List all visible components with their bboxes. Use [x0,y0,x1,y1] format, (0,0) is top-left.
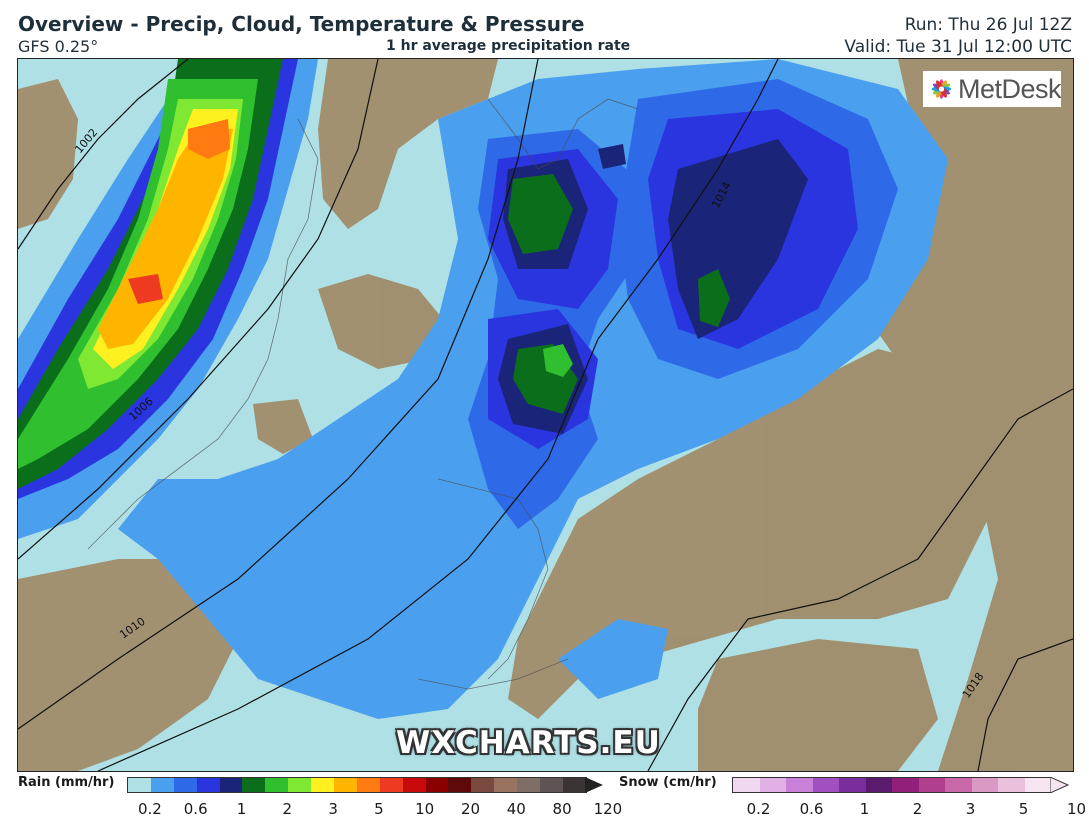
run-time: Run: Thu 26 Jul 12Z [904,15,1072,35]
colorbar-swatch [494,778,518,792]
colorbar-swatch [733,778,760,792]
colorbar-tick-label: 0.2 [137,800,162,818]
colorbar-swatch [150,778,174,792]
colorbar-tick-label: 2 [912,800,923,818]
coastline-scotland [487,98,639,170]
colorbar-swatch [448,778,472,792]
chart-title: Overview - Precip, Cloud, Temperature & … [18,12,585,36]
rain-band-south [558,619,668,699]
coastline-cornwall [417,658,569,690]
colorbar-swatch [288,778,312,792]
colorbar-swatch [865,778,892,792]
frontal-band [18,59,318,529]
colorbar-tick-label: 2 [282,800,293,818]
colorbar-tick-label: 0.6 [799,800,824,818]
colorbar-tick-label: 40 [506,800,526,818]
coastline-wales [437,478,549,680]
rain-colorbar-arrow-icon [585,777,603,793]
colorbar-swatch [173,778,197,792]
precipitation-map: 1002 1006 1010 1014 1018 MetDesk WXCHART… [17,58,1074,772]
colorbar-swatch [334,778,357,792]
colorbar-swatch [471,778,495,792]
map-canvas: 1002 1006 1010 1014 1018 [18,59,1073,771]
colorbar-swatch [839,778,866,792]
colorbar-tick-label: 120 [593,800,623,818]
colorbar-swatch [759,778,786,792]
coastline-ireland [87,118,319,550]
colorbar-swatch [786,778,813,792]
band-dark-orange [188,119,230,159]
rain-green-east [698,269,730,327]
colorbar-swatch [128,778,151,792]
colorbar-swatch [812,778,839,792]
rain-lightgreen-lower [543,344,573,377]
land-northwest [18,79,78,229]
colorbar-swatch [1024,778,1051,792]
colorbar-tick-label: 5 [1018,800,1029,818]
colorbar-swatch [311,778,335,792]
colorbar-swatch [196,778,220,792]
colorbar-tick-label: 3 [328,800,338,818]
colorbar-tick-label: 80 [552,800,572,818]
wxcharts-watermark: WXCHARTS.EU [396,725,661,761]
colorbar-tick-label: 1 [859,800,870,818]
snow-legend-label: Snow (cm/hr) [619,775,717,790]
isobar-1002-line [18,59,189,250]
colorbar-tick-label: 20 [460,800,481,818]
snow-colorbar [732,777,1052,793]
colorbar-swatch [219,778,243,792]
colorbar-swatch [918,778,945,792]
metdesk-logo-text: MetDesk [957,73,1062,104]
colorbar-swatch [402,778,426,792]
colorbar-tick-label: 0.2 [746,800,771,818]
rain-colorbar [127,777,587,793]
colorbar-tick-label: 0.6 [183,800,208,818]
rain-legend-label: Rain (mm/hr) [18,775,115,790]
land-ireland-1 [318,274,443,369]
model-label: GFS 0.25° [18,37,99,56]
chart-subtitle: 1 hr average precipitation rate [386,38,631,54]
isobars [18,59,1073,771]
land-north-scotland [318,59,498,229]
valid-time: Valid: Tue 31 Jul 12:00 UTC [844,37,1072,57]
colorbar-swatch [379,778,403,792]
colorbar-swatch [356,778,380,792]
snow-colorbar-arrow-icon [1050,777,1070,793]
colorbar-swatch [945,778,972,792]
isobar-1018b-line [977,638,1073,771]
colorbar-tick-label: 3 [965,800,976,818]
colorbar-swatch [892,778,919,792]
colorbar-swatch [517,778,541,792]
band-orange [98,129,233,349]
isobar-1014-line [97,59,779,771]
isobar-1018-line [647,388,1073,771]
colorbar-tick-label: 5 [374,800,384,818]
land-ireland-2 [253,399,313,454]
colorbar-swatch [265,778,289,792]
land-south-coast [698,639,938,771]
band-red [128,274,163,304]
land-southwest [18,559,248,771]
colorbar-swatch [242,778,266,792]
rain-navy-small [598,144,626,169]
metdesk-logo: MetDesk [923,71,1062,107]
colorbar-swatch [971,778,998,792]
rain-green-center [508,174,573,254]
colorbar-swatch [425,778,449,792]
colorbar-swatch [540,778,563,792]
colorbar-tick-label: 10 [415,800,435,818]
metdesk-flower-icon [931,79,952,99]
colorbar-tick-label: 1 [236,800,247,818]
coastlines [87,98,639,690]
colorbar-tick-label: 10 [1066,800,1087,818]
colorbar-swatch [562,778,586,792]
precip-green [508,174,730,414]
isobar-1010-line [18,59,539,730]
isobar-1006-line [18,59,379,560]
colorbar-swatch [998,778,1025,792]
